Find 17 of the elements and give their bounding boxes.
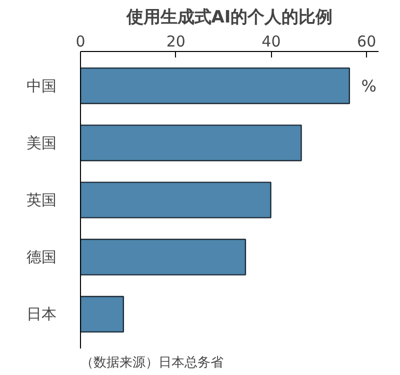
- annotation: %: [361, 76, 376, 96]
- y-tick-label: 日本: [26, 305, 56, 324]
- bar: [80, 296, 124, 333]
- y-tick-label: 英国: [26, 191, 56, 209]
- x-tick-label: 20: [166, 32, 186, 50]
- text: （数据来源）日本总务省: [80, 356, 224, 370]
- bar: [80, 182, 272, 218]
- x-tick-label: 0: [76, 32, 86, 50]
- chart-title: 使用生成式AI的个人的比例: [125, 8, 333, 28]
- bar: [80, 238, 246, 276]
- bar: [80, 124, 302, 162]
- x-tick-label: 40: [262, 32, 281, 50]
- y-tick-label: 中国: [26, 76, 56, 95]
- x-tick-label: 60: [357, 32, 376, 50]
- bar: [80, 67, 350, 104]
- y-tick-label: 德国: [26, 248, 56, 266]
- y-tick-label: 美国: [26, 134, 56, 152]
